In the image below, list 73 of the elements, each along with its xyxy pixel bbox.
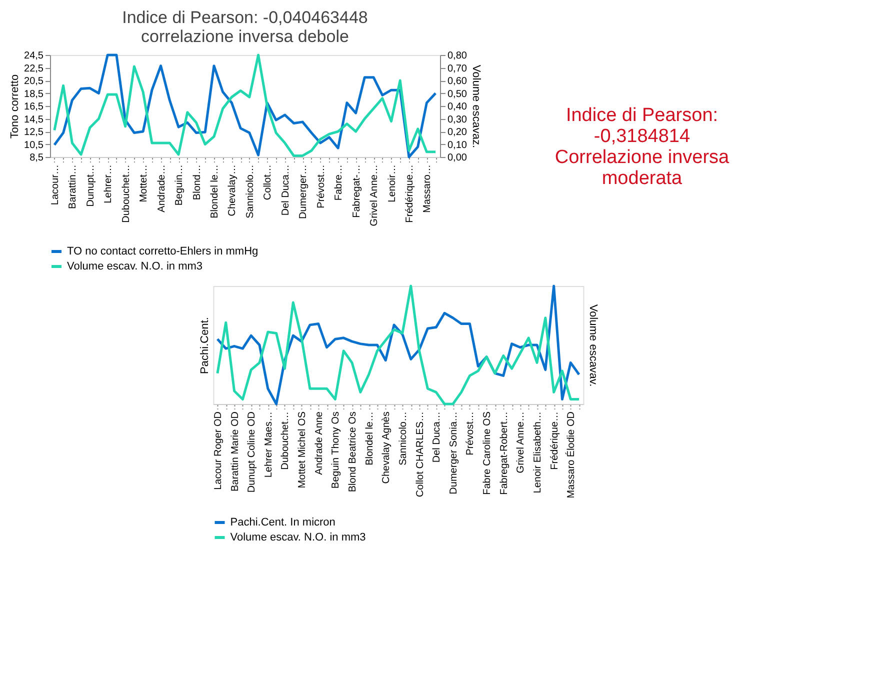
- legend-label: Pachi.Cent. In micron: [230, 516, 336, 528]
- x-tick-label: Sannicolo…: [398, 412, 409, 466]
- y2-tick-label: 0,60: [448, 76, 468, 87]
- y-tick-label: 12,5: [24, 127, 44, 138]
- legend-label: Volume escav. N.O. in mm3: [230, 532, 366, 544]
- text: Indice di Pearson: -0,040463448: [122, 8, 368, 27]
- x-tick-label: Massaro Élodie OD: [565, 412, 578, 498]
- x-tick-label: Lenoir…: [386, 164, 398, 202]
- x-tick-label: Fabre…: [334, 164, 345, 201]
- x-tick-label: Lenoir Elisabeth…: [532, 412, 544, 494]
- x-tick-label: Blondel le…: [364, 412, 376, 466]
- x-tick-label: Prévost…: [316, 164, 327, 208]
- y2-tick-label: 0,40: [448, 102, 468, 112]
- x-tick-label: Del Duca…: [280, 164, 292, 216]
- x-tick-label: Beguin…: [174, 164, 186, 206]
- x-tick-label: Barattin…: [68, 164, 79, 209]
- x-tick-label: Mottet Michel OS: [297, 411, 308, 488]
- x-tick-label: Collot CHARLES…: [414, 412, 426, 498]
- x-tick-label: Beguin Thony Os: [330, 412, 342, 489]
- x-tick-label: Dubouchet…: [280, 412, 292, 470]
- x-tick-label: Andrade…: [156, 164, 168, 212]
- x-tick-label: Fabre Caroline OS: [482, 411, 494, 495]
- y-tick-label: 8,5: [30, 152, 44, 164]
- text: Indice di Pearson: -0,3184814 Correlazione inversa moderata: [554, 105, 730, 189]
- y-tick-label: 20,5: [24, 76, 44, 87]
- y-tick-label: 10,5: [24, 140, 44, 151]
- x-tick-label: Dumerger…: [298, 164, 310, 219]
- x-tick-label: Massaro…: [422, 164, 434, 213]
- y2-tick-label: 0,50: [448, 88, 468, 100]
- x-tick-label: Dunupt…: [85, 164, 96, 207]
- x-tick-label: Mottet…: [138, 164, 150, 202]
- x-tick-label: Lacour…: [50, 164, 61, 206]
- x-tick-label: Grivel Anne…: [516, 412, 527, 474]
- y2-tick-label: 0,30: [448, 114, 468, 126]
- legend-label: TO no contact corretto-Ehlers in mmHg: [67, 246, 258, 258]
- x-tick-label: Barattin Marie OD: [230, 412, 241, 492]
- x-tick-label: Dubouchet…: [120, 164, 132, 223]
- y2-tick-label: 0,80: [448, 50, 468, 62]
- x-tick-label: Frédérique…: [404, 164, 416, 223]
- y2-axis-title: Volume escavaz.: [470, 64, 482, 148]
- x-tick-label: Fabregat-Robert…: [498, 412, 510, 495]
- x-tick-label: Sannicolo…: [244, 164, 256, 218]
- y2-tick-label: 0,20: [448, 127, 468, 138]
- x-tick-label: Blond Beatrice Os: [348, 412, 358, 492]
- y-tick-label: 18,5: [24, 88, 44, 100]
- x-tick-label: Dumerger Sonia…: [448, 412, 460, 494]
- x-tick-label: Blondel le…: [209, 164, 220, 218]
- y-axis-title: Tono corretto: [9, 74, 22, 139]
- x-tick-label: Lehrer…: [103, 164, 114, 204]
- x-tick-label: Fabregat-…: [351, 164, 362, 218]
- legend-label: Volume escav. N.O. in mm3: [67, 260, 203, 272]
- y2-tick-label: 0,00: [448, 152, 468, 164]
- x-tick-label: Lehrer Maes…: [263, 412, 274, 478]
- x-tick-label: Blond…: [192, 164, 203, 200]
- x-tick-label: Del Duca…: [432, 412, 443, 463]
- x-tick-label: Prévost…: [465, 412, 476, 456]
- text: correlazione inversa debole: [141, 27, 349, 46]
- y2-axis-title: Volume escavav.: [586, 304, 599, 387]
- y-tick-label: 16,5: [24, 102, 44, 112]
- x-tick-label: Dunupt Coline OD: [246, 412, 258, 493]
- x-tick-label: Lacour Roger OD: [212, 412, 224, 490]
- y-tick-label: 24,5: [24, 50, 44, 62]
- x-tick-label: Chevalay…: [227, 164, 238, 216]
- x-tick-label: Frédérique…: [549, 412, 560, 470]
- x-tick-label: Chevalay Agnès: [381, 412, 392, 484]
- y2-tick-label: 0,70: [448, 63, 468, 74]
- x-tick-label: Andrade Anne: [314, 411, 325, 475]
- y-tick-label: 22,5: [24, 63, 44, 74]
- y-tick-label: 14,5: [24, 114, 44, 126]
- x-tick-label: Grivel Anne…: [369, 164, 380, 226]
- y-axis-title: Pachi.Cent.: [198, 317, 211, 374]
- x-tick-label: Collot…: [262, 164, 274, 200]
- y2-tick-label: 0,10: [448, 140, 468, 151]
